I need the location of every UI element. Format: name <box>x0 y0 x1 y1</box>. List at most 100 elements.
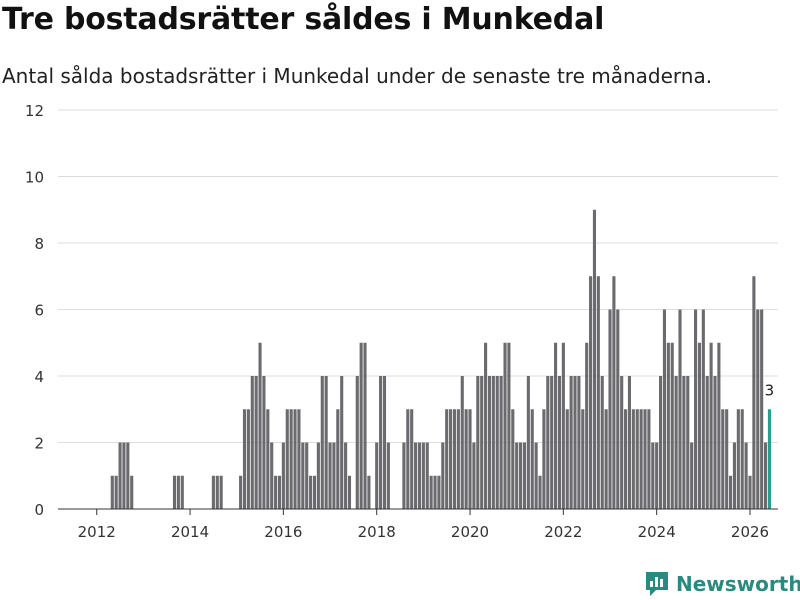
bar <box>118 442 122 509</box>
bar <box>600 376 604 509</box>
x-tick-label: 2026 <box>731 523 769 541</box>
bar <box>627 376 632 509</box>
bar <box>670 342 674 509</box>
bar <box>608 309 612 509</box>
newsworthy-logo-icon <box>646 572 668 596</box>
brand-logo[interactable]: Newsworthy <box>644 570 800 598</box>
bar <box>612 276 616 509</box>
y-axis-ticks: 0 2 4 6 8 10 12 <box>25 102 44 519</box>
bar <box>589 276 593 509</box>
bar <box>114 475 118 509</box>
bar <box>429 475 433 509</box>
bar <box>729 475 733 509</box>
bar <box>721 409 725 509</box>
bar <box>569 376 573 509</box>
bar <box>592 209 597 509</box>
bar <box>379 376 383 509</box>
bar <box>705 376 709 509</box>
bar-latest <box>767 409 771 509</box>
bar <box>690 442 694 509</box>
brand-name: Newsworthy <box>676 572 800 596</box>
bar <box>293 409 297 509</box>
bar <box>585 342 589 509</box>
bar <box>406 409 410 509</box>
bar <box>414 442 418 509</box>
bar <box>522 442 527 509</box>
bar <box>215 475 219 509</box>
bar <box>312 475 317 509</box>
bar <box>624 409 628 509</box>
bar <box>550 376 554 509</box>
bar <box>538 475 542 509</box>
gridlines <box>58 109 778 443</box>
bar <box>305 442 309 509</box>
bar <box>565 409 569 509</box>
bar <box>643 409 647 509</box>
bar <box>410 409 414 509</box>
bar <box>694 309 698 509</box>
x-tick-label: 2020 <box>451 523 489 541</box>
bar <box>126 442 130 509</box>
bar <box>336 409 340 509</box>
bar <box>717 342 721 509</box>
bar <box>297 409 301 509</box>
bar <box>211 475 215 509</box>
x-tick-label: 2012 <box>78 523 116 541</box>
bar <box>449 409 453 509</box>
bar <box>655 442 659 509</box>
y-tick-label: 0 <box>34 501 44 519</box>
x-tick-label: 2022 <box>544 523 582 541</box>
bar <box>752 276 756 509</box>
bar <box>748 475 752 509</box>
bar <box>476 376 480 509</box>
bar <box>526 376 530 509</box>
bar <box>402 442 406 509</box>
bar <box>659 376 663 509</box>
bar <box>534 442 538 509</box>
bar <box>344 442 348 509</box>
bar <box>266 409 270 509</box>
bars <box>110 209 771 509</box>
bar <box>270 442 274 509</box>
bar <box>172 475 177 509</box>
bar <box>709 342 713 509</box>
bar <box>764 442 768 509</box>
bar <box>320 376 324 509</box>
bar <box>274 475 278 509</box>
y-tick-label: 6 <box>34 302 44 320</box>
bar <box>662 309 667 509</box>
chart-title: Tre bostadsrätter såldes i Munkedal <box>2 2 605 37</box>
bar <box>573 376 577 509</box>
bar <box>328 442 332 509</box>
bar <box>242 409 247 509</box>
bar <box>254 376 258 509</box>
bar <box>561 342 565 509</box>
bar <box>316 442 320 509</box>
bar <box>701 309 705 509</box>
bar <box>425 442 429 509</box>
bar <box>713 376 717 509</box>
x-tick-label: 2014 <box>171 523 209 541</box>
bar <box>277 475 282 509</box>
bar <box>437 475 441 509</box>
bar <box>511 409 515 509</box>
bar <box>445 409 449 509</box>
bar <box>725 409 729 509</box>
annotations: 3 <box>765 381 775 399</box>
bar <box>515 442 519 509</box>
bar <box>651 442 655 509</box>
bar <box>620 376 624 509</box>
bar <box>686 376 690 509</box>
bar <box>433 475 437 509</box>
bar <box>760 309 764 509</box>
bar <box>503 342 507 509</box>
bar <box>530 409 534 509</box>
bar <box>355 376 359 509</box>
bar <box>480 376 484 509</box>
bar <box>519 442 523 509</box>
bar <box>647 409 651 509</box>
bar <box>495 376 499 509</box>
x-tick-label: 2016 <box>264 523 302 541</box>
bar <box>732 442 736 509</box>
